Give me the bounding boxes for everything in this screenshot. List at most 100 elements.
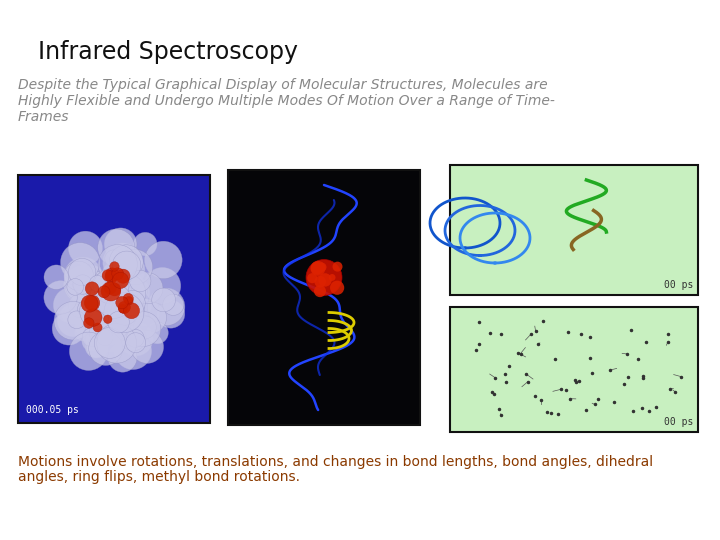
Circle shape bbox=[98, 229, 135, 266]
Circle shape bbox=[102, 275, 127, 301]
Circle shape bbox=[111, 298, 138, 325]
Circle shape bbox=[89, 275, 106, 292]
Circle shape bbox=[85, 335, 108, 358]
Circle shape bbox=[111, 253, 145, 287]
Circle shape bbox=[73, 275, 92, 294]
Circle shape bbox=[310, 261, 325, 276]
Circle shape bbox=[64, 267, 101, 303]
Circle shape bbox=[84, 296, 107, 320]
Circle shape bbox=[98, 286, 110, 298]
Circle shape bbox=[84, 318, 94, 328]
Circle shape bbox=[96, 329, 113, 346]
Circle shape bbox=[109, 245, 143, 279]
Circle shape bbox=[112, 268, 124, 280]
Circle shape bbox=[147, 322, 168, 343]
Circle shape bbox=[64, 257, 102, 295]
Circle shape bbox=[44, 281, 77, 314]
Circle shape bbox=[131, 330, 163, 363]
Circle shape bbox=[83, 271, 120, 308]
Text: 00 ps: 00 ps bbox=[664, 280, 693, 290]
Circle shape bbox=[89, 321, 114, 346]
Circle shape bbox=[94, 268, 129, 304]
Circle shape bbox=[126, 329, 144, 347]
Circle shape bbox=[126, 312, 161, 347]
Circle shape bbox=[306, 260, 342, 295]
Circle shape bbox=[89, 332, 122, 366]
Circle shape bbox=[80, 292, 117, 329]
Circle shape bbox=[94, 303, 122, 332]
Circle shape bbox=[76, 274, 98, 295]
Circle shape bbox=[93, 302, 119, 328]
Circle shape bbox=[96, 323, 137, 363]
Circle shape bbox=[84, 295, 100, 310]
Circle shape bbox=[126, 333, 145, 353]
Circle shape bbox=[62, 303, 81, 323]
Circle shape bbox=[117, 259, 133, 275]
Circle shape bbox=[108, 299, 139, 330]
Circle shape bbox=[313, 262, 320, 270]
Circle shape bbox=[124, 303, 140, 319]
Circle shape bbox=[114, 333, 151, 369]
Circle shape bbox=[333, 262, 343, 272]
Circle shape bbox=[116, 296, 128, 309]
Circle shape bbox=[120, 325, 146, 351]
Circle shape bbox=[102, 282, 120, 301]
Text: angles, ring flips, methyl bond rotations.: angles, ring flips, methyl bond rotation… bbox=[18, 470, 300, 484]
Circle shape bbox=[91, 287, 122, 317]
Text: 000.05 ps: 000.05 ps bbox=[26, 405, 79, 415]
Text: 00 ps: 00 ps bbox=[664, 417, 693, 427]
Circle shape bbox=[80, 319, 96, 335]
Circle shape bbox=[120, 291, 145, 315]
Circle shape bbox=[102, 260, 134, 293]
Circle shape bbox=[311, 262, 323, 275]
Circle shape bbox=[90, 313, 129, 352]
Circle shape bbox=[133, 298, 151, 316]
Circle shape bbox=[133, 316, 156, 339]
Circle shape bbox=[118, 301, 130, 314]
Text: Frames: Frames bbox=[18, 110, 70, 124]
Circle shape bbox=[315, 276, 326, 287]
Circle shape bbox=[90, 274, 112, 296]
Circle shape bbox=[105, 250, 122, 267]
Circle shape bbox=[67, 279, 84, 295]
Circle shape bbox=[93, 323, 102, 332]
Circle shape bbox=[130, 270, 151, 292]
Circle shape bbox=[87, 274, 111, 298]
Text: Highly Flexible and Undergo Multiple Modes Of Motion Over a Range of Time-: Highly Flexible and Undergo Multiple Mod… bbox=[18, 94, 555, 108]
Circle shape bbox=[330, 281, 344, 295]
Circle shape bbox=[60, 242, 100, 282]
Circle shape bbox=[318, 273, 332, 287]
Circle shape bbox=[108, 343, 137, 372]
Circle shape bbox=[105, 271, 118, 283]
Circle shape bbox=[65, 266, 104, 303]
Circle shape bbox=[44, 265, 68, 289]
Circle shape bbox=[307, 273, 318, 284]
Circle shape bbox=[78, 300, 95, 318]
Circle shape bbox=[132, 273, 163, 304]
Circle shape bbox=[318, 262, 326, 272]
Circle shape bbox=[89, 306, 127, 345]
Circle shape bbox=[114, 267, 132, 285]
Circle shape bbox=[148, 288, 185, 326]
Bar bbox=[450, 165, 698, 295]
Circle shape bbox=[106, 268, 119, 281]
Circle shape bbox=[90, 294, 107, 311]
Circle shape bbox=[75, 323, 93, 341]
Circle shape bbox=[132, 299, 159, 326]
Circle shape bbox=[86, 282, 99, 295]
Circle shape bbox=[97, 303, 117, 322]
Circle shape bbox=[76, 312, 104, 340]
Circle shape bbox=[104, 228, 137, 260]
Circle shape bbox=[313, 264, 321, 272]
Circle shape bbox=[106, 316, 131, 341]
Circle shape bbox=[108, 283, 121, 296]
Circle shape bbox=[118, 304, 127, 313]
Circle shape bbox=[116, 276, 150, 309]
Circle shape bbox=[86, 339, 106, 357]
Circle shape bbox=[123, 293, 133, 303]
Circle shape bbox=[104, 266, 132, 294]
Circle shape bbox=[81, 295, 98, 312]
Circle shape bbox=[112, 251, 141, 280]
Circle shape bbox=[78, 289, 109, 319]
Bar bbox=[228, 170, 420, 425]
